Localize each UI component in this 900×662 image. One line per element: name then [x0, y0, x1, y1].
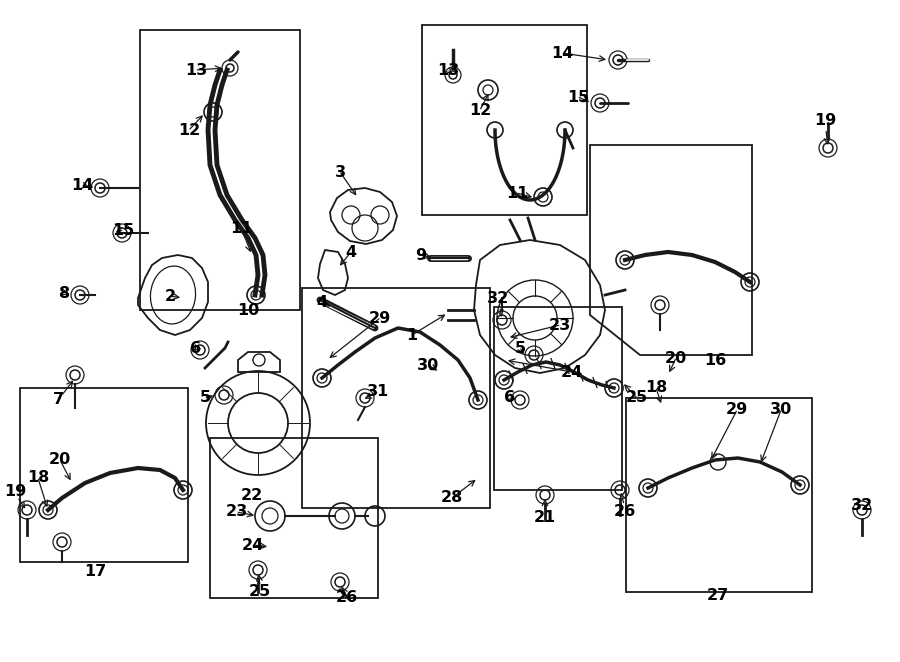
- Text: 22: 22: [241, 487, 263, 502]
- Text: 23: 23: [226, 504, 248, 520]
- Text: 30: 30: [770, 402, 792, 418]
- Text: 14: 14: [551, 46, 573, 60]
- Text: 6: 6: [191, 340, 202, 355]
- Text: 27: 27: [706, 587, 729, 602]
- Text: 28: 28: [441, 491, 464, 506]
- Text: 29: 29: [726, 402, 748, 418]
- Text: 21: 21: [534, 510, 556, 526]
- Bar: [210, 438, 378, 598]
- Text: 7: 7: [52, 393, 64, 408]
- Text: 26: 26: [614, 504, 636, 520]
- Text: 5: 5: [200, 391, 211, 406]
- Text: 10: 10: [237, 303, 259, 318]
- Text: 19: 19: [4, 485, 26, 500]
- Text: 12: 12: [469, 103, 491, 117]
- Text: 4: 4: [346, 244, 356, 260]
- Text: 24: 24: [242, 538, 264, 553]
- Text: 5: 5: [515, 340, 526, 355]
- Text: 2: 2: [165, 289, 176, 303]
- Text: 20: 20: [665, 350, 687, 365]
- Bar: [20, 388, 188, 562]
- Text: 15: 15: [112, 222, 134, 238]
- Text: 1: 1: [407, 328, 418, 342]
- Bar: [494, 307, 622, 490]
- Text: 31: 31: [367, 385, 389, 399]
- Text: 9: 9: [416, 248, 427, 263]
- Text: 17: 17: [84, 565, 106, 579]
- Bar: [140, 30, 300, 310]
- Text: 20: 20: [49, 453, 71, 467]
- Text: 4: 4: [317, 295, 328, 310]
- Text: 3: 3: [335, 164, 346, 179]
- Text: 14: 14: [71, 177, 93, 193]
- Text: 11: 11: [506, 185, 528, 201]
- Text: 26: 26: [336, 589, 358, 604]
- Text: 13: 13: [184, 62, 207, 77]
- Text: 30: 30: [417, 357, 439, 373]
- Text: 23: 23: [549, 318, 572, 332]
- Text: 24: 24: [561, 365, 583, 379]
- Text: 29: 29: [369, 310, 392, 326]
- Bar: [422, 25, 587, 215]
- Bar: [626, 398, 812, 592]
- Text: 12: 12: [178, 122, 200, 138]
- Text: 11: 11: [230, 220, 252, 236]
- Text: 25: 25: [249, 585, 271, 600]
- Text: 25: 25: [626, 391, 648, 406]
- Text: 18: 18: [27, 471, 50, 485]
- Text: 19: 19: [814, 113, 836, 128]
- Text: 8: 8: [59, 285, 70, 301]
- Text: 6: 6: [504, 389, 516, 404]
- Bar: [302, 288, 490, 508]
- Text: 13: 13: [436, 62, 459, 77]
- Text: 32: 32: [850, 498, 873, 512]
- Text: 16: 16: [704, 352, 726, 367]
- Text: 18: 18: [645, 381, 667, 395]
- Text: 15: 15: [567, 89, 590, 105]
- Text: 32: 32: [487, 291, 509, 305]
